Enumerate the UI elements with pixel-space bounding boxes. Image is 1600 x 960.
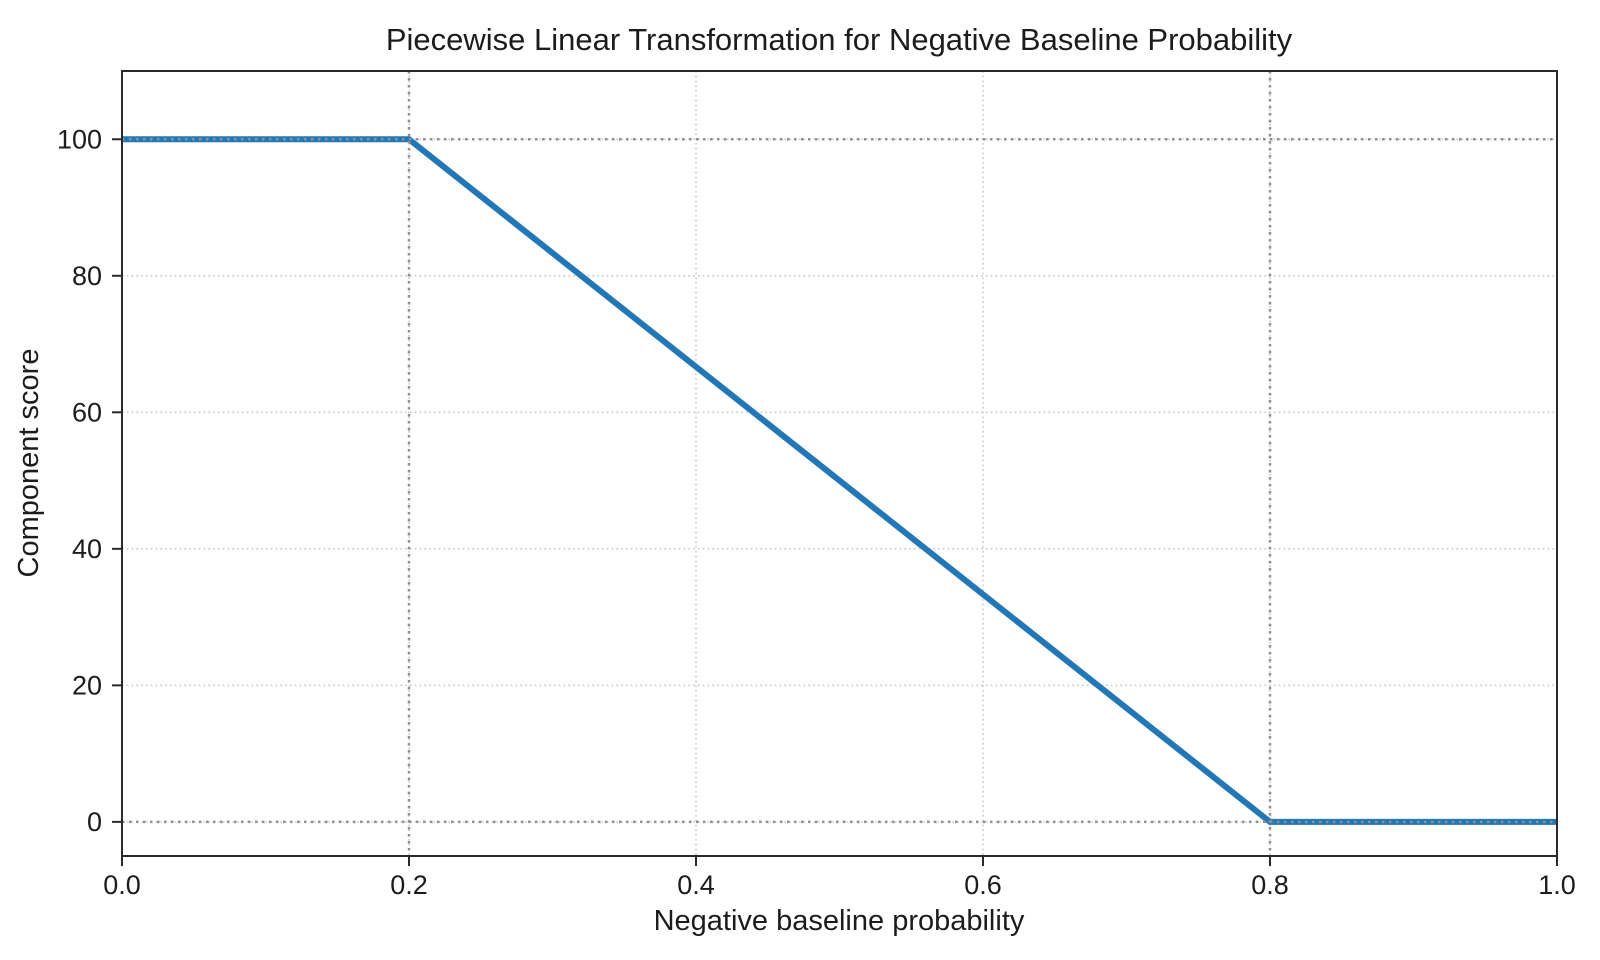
y-tick-label: 20 — [72, 670, 102, 700]
x-tick-label: 1.0 — [1538, 870, 1576, 900]
x-tick-label: 0.8 — [1251, 870, 1289, 900]
chart-title: Piecewise Linear Transformation for Nega… — [386, 22, 1293, 57]
x-tick-label: 0.0 — [103, 870, 141, 900]
y-tick-label: 80 — [72, 261, 102, 291]
tick-marks-layer — [112, 138, 1558, 866]
x-tick-label: 0.4 — [677, 870, 715, 900]
axes-spines-layer — [121, 70, 1558, 857]
x-axis-label: Negative baseline probability — [654, 905, 1025, 937]
series-layer — [122, 136, 1557, 825]
y-tick-label: 60 — [72, 397, 102, 427]
y-axis-label: Component score — [13, 349, 45, 578]
y-tick-label: 0 — [87, 807, 102, 837]
tick-labels-layer: 0.0 0.2 0.4 0.6 0.8 1.0 0 20 40 60 80 100 — [57, 124, 1576, 900]
data-line — [122, 136, 1557, 825]
grid-layer — [121, 71, 1558, 856]
x-tick-label: 0.6 — [964, 870, 1002, 900]
x-tick-label: 0.2 — [390, 870, 428, 900]
y-tick-label: 40 — [72, 534, 102, 564]
y-tick-label: 100 — [57, 124, 102, 154]
plot-border — [121, 70, 1558, 857]
reference-lines-layer — [122, 71, 1557, 856]
